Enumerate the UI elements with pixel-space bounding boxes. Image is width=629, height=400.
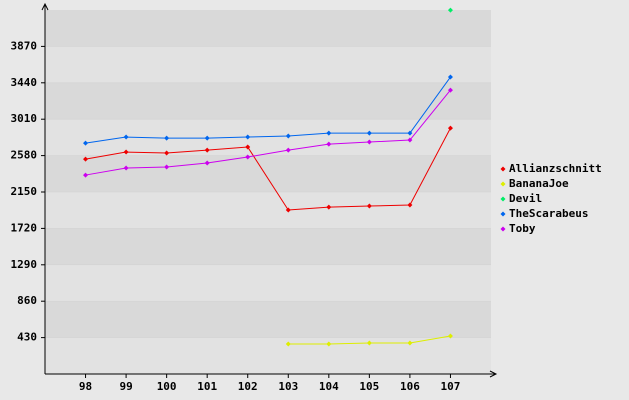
grid-band <box>45 301 491 338</box>
data-point <box>326 341 332 347</box>
data-point <box>204 147 210 153</box>
x-tick-label: 104 <box>319 380 339 393</box>
legend-label: BananaJoe <box>509 177 569 190</box>
data-point <box>407 130 413 136</box>
grid-band <box>45 82 491 120</box>
x-tick-label: 99 <box>119 380 132 393</box>
y-tick-label: 3010 <box>11 112 38 125</box>
grid-band <box>45 10 491 47</box>
data-point <box>245 134 251 140</box>
data-point <box>407 202 413 208</box>
data-point <box>285 341 291 347</box>
data-point <box>83 140 89 146</box>
data-point <box>123 134 129 140</box>
data-point <box>83 156 89 162</box>
data-point <box>326 141 332 147</box>
data-point <box>447 74 453 80</box>
legend-label: TheScarabeus <box>509 207 588 220</box>
y-tick-label: 1720 <box>11 221 38 234</box>
grid-band <box>45 264 491 302</box>
data-point <box>164 135 170 141</box>
data-point <box>123 165 129 171</box>
grid-band <box>45 337 491 374</box>
legend-marker <box>500 181 506 187</box>
y-axis-arrow <box>41 2 49 11</box>
y-tick-label: 2580 <box>11 149 38 162</box>
x-tick-label: 106 <box>400 380 420 393</box>
y-tick-label: 2150 <box>11 185 38 198</box>
data-point <box>447 7 453 13</box>
x-tick-label: 107 <box>441 380 461 393</box>
x-tick-label: 98 <box>79 380 92 393</box>
y-tick-label: 1290 <box>11 258 38 271</box>
legend-label: Allianzschnitt <box>509 162 602 175</box>
x-tick-label: 100 <box>157 380 177 393</box>
series-line <box>85 89 451 176</box>
grid-band <box>45 155 491 192</box>
data-point <box>204 135 210 141</box>
legend-label: Devil <box>509 192 542 205</box>
data-point <box>204 160 210 166</box>
data-point <box>366 130 372 136</box>
data-point <box>326 130 332 136</box>
data-point <box>164 150 170 156</box>
x-tick-label: 102 <box>238 380 258 393</box>
legend-marker <box>500 196 506 202</box>
data-point <box>366 139 372 145</box>
legend-marker <box>500 166 506 172</box>
legend-marker <box>500 211 506 217</box>
x-axis-arrow <box>489 370 498 378</box>
data-point <box>245 144 251 150</box>
data-point <box>285 147 291 153</box>
data-point <box>447 87 453 93</box>
legend-marker <box>500 226 506 232</box>
data-point <box>285 133 291 139</box>
grid-band <box>45 192 491 229</box>
data-point <box>245 154 251 160</box>
data-point <box>366 203 372 209</box>
data-point <box>366 340 372 346</box>
grid-band <box>45 46 491 83</box>
series-line <box>85 127 451 211</box>
x-tick-label: 105 <box>359 380 379 393</box>
y-tick-label: 3440 <box>11 76 38 89</box>
data-point <box>407 340 413 346</box>
data-point <box>447 125 453 131</box>
grid-band <box>45 119 491 156</box>
data-point <box>447 333 453 339</box>
data-point <box>123 149 129 155</box>
data-point <box>285 207 291 213</box>
data-point <box>326 204 332 210</box>
y-tick-label: 3870 <box>11 39 38 52</box>
data-point <box>407 137 413 143</box>
x-tick-label: 103 <box>278 380 298 393</box>
series-line <box>85 76 451 144</box>
data-point <box>83 172 89 178</box>
legend-label: Toby <box>509 222 536 235</box>
y-tick-label: 430 <box>17 331 37 344</box>
data-point <box>164 164 170 170</box>
y-tick-label: 860 <box>17 294 37 307</box>
grid-band <box>45 228 491 265</box>
x-tick-label: 101 <box>197 380 217 393</box>
